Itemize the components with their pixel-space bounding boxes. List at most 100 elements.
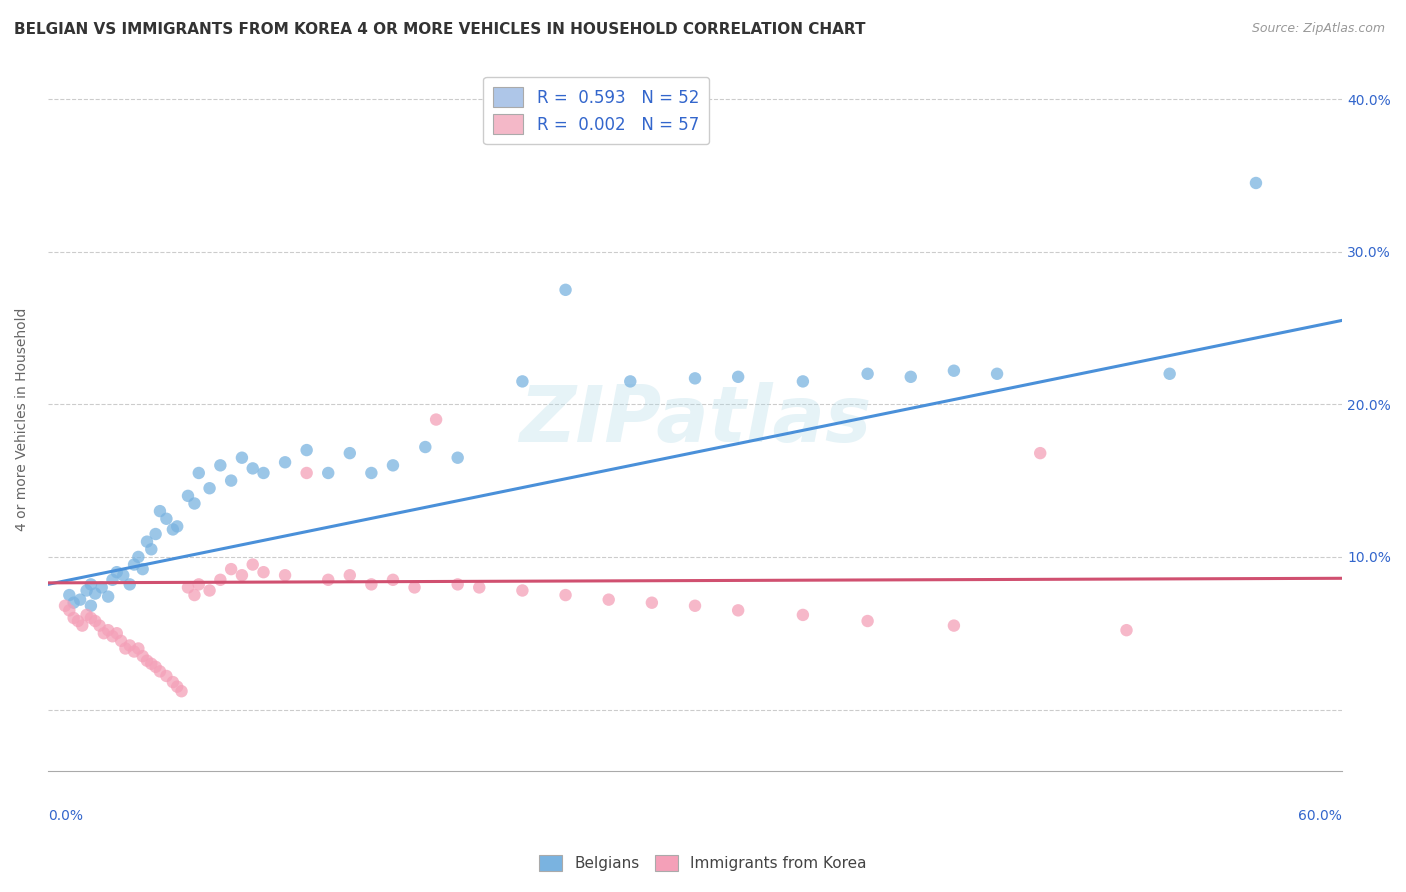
Point — [80, 599, 103, 613]
Point — [80, 577, 103, 591]
Point — [339, 568, 361, 582]
Point — [942, 618, 965, 632]
Point — [1244, 176, 1267, 190]
Point — [198, 481, 221, 495]
Point — [209, 573, 232, 587]
Point — [122, 558, 145, 572]
Point — [339, 446, 361, 460]
Point — [641, 596, 664, 610]
Point — [131, 562, 153, 576]
Point — [792, 375, 814, 389]
Point — [149, 504, 172, 518]
Point — [381, 573, 404, 587]
Point — [114, 641, 136, 656]
Point — [242, 558, 264, 572]
Text: 0.0%: 0.0% — [48, 809, 83, 823]
Point — [415, 440, 437, 454]
Point — [162, 523, 184, 537]
Point — [97, 623, 120, 637]
Point — [136, 654, 159, 668]
Point — [856, 367, 879, 381]
Point — [122, 644, 145, 658]
Point — [141, 657, 163, 671]
Point — [141, 542, 163, 557]
Point — [468, 581, 491, 595]
Point — [166, 519, 188, 533]
Point — [118, 577, 141, 591]
Point — [231, 450, 253, 465]
Point — [187, 577, 209, 591]
Point — [183, 588, 205, 602]
Point — [177, 489, 200, 503]
Legend: R =  0.593   N = 52, R =  0.002   N = 57: R = 0.593 N = 52, R = 0.002 N = 57 — [484, 77, 709, 145]
Point — [112, 568, 135, 582]
Point — [58, 603, 80, 617]
Point — [127, 641, 149, 656]
Point — [155, 512, 177, 526]
Point — [90, 581, 112, 595]
Point — [316, 466, 339, 480]
Point — [84, 586, 107, 600]
Point — [110, 633, 132, 648]
Point — [145, 527, 167, 541]
Point — [447, 577, 470, 591]
Point — [93, 626, 115, 640]
Point — [62, 611, 84, 625]
Point — [727, 369, 749, 384]
Point — [101, 629, 124, 643]
Point — [166, 680, 188, 694]
Point — [198, 583, 221, 598]
Point — [683, 371, 706, 385]
Point — [101, 573, 124, 587]
Point — [69, 592, 91, 607]
Point — [1159, 367, 1181, 381]
Point — [404, 581, 426, 595]
Point — [942, 364, 965, 378]
Point — [447, 450, 470, 465]
Point — [512, 583, 534, 598]
Point — [97, 590, 120, 604]
Point — [66, 614, 89, 628]
Point — [381, 458, 404, 473]
Point — [598, 592, 620, 607]
Point — [118, 639, 141, 653]
Point — [76, 607, 98, 622]
Point — [316, 573, 339, 587]
Point — [80, 611, 103, 625]
Y-axis label: 4 or more Vehicles in Household: 4 or more Vehicles in Household — [15, 308, 30, 532]
Point — [242, 461, 264, 475]
Point — [295, 443, 318, 458]
Point — [792, 607, 814, 622]
Point — [231, 568, 253, 582]
Legend: Belgians, Immigrants from Korea: Belgians, Immigrants from Korea — [533, 849, 873, 877]
Point — [105, 626, 128, 640]
Point — [252, 565, 274, 579]
Point — [183, 496, 205, 510]
Point — [986, 367, 1008, 381]
Point — [252, 466, 274, 480]
Point — [274, 455, 297, 469]
Point — [727, 603, 749, 617]
Point — [360, 577, 382, 591]
Point — [1115, 623, 1137, 637]
Text: 60.0%: 60.0% — [1298, 809, 1343, 823]
Point — [177, 581, 200, 595]
Point — [131, 649, 153, 664]
Point — [58, 588, 80, 602]
Point — [219, 474, 242, 488]
Point — [62, 596, 84, 610]
Point — [89, 618, 111, 632]
Point — [554, 588, 576, 602]
Point — [72, 618, 94, 632]
Point — [170, 684, 193, 698]
Point — [209, 458, 232, 473]
Point — [76, 583, 98, 598]
Text: ZIPatlas: ZIPatlas — [519, 382, 872, 458]
Point — [856, 614, 879, 628]
Point — [53, 599, 76, 613]
Point — [900, 369, 922, 384]
Point — [136, 534, 159, 549]
Point — [274, 568, 297, 582]
Point — [425, 412, 447, 426]
Point — [187, 466, 209, 480]
